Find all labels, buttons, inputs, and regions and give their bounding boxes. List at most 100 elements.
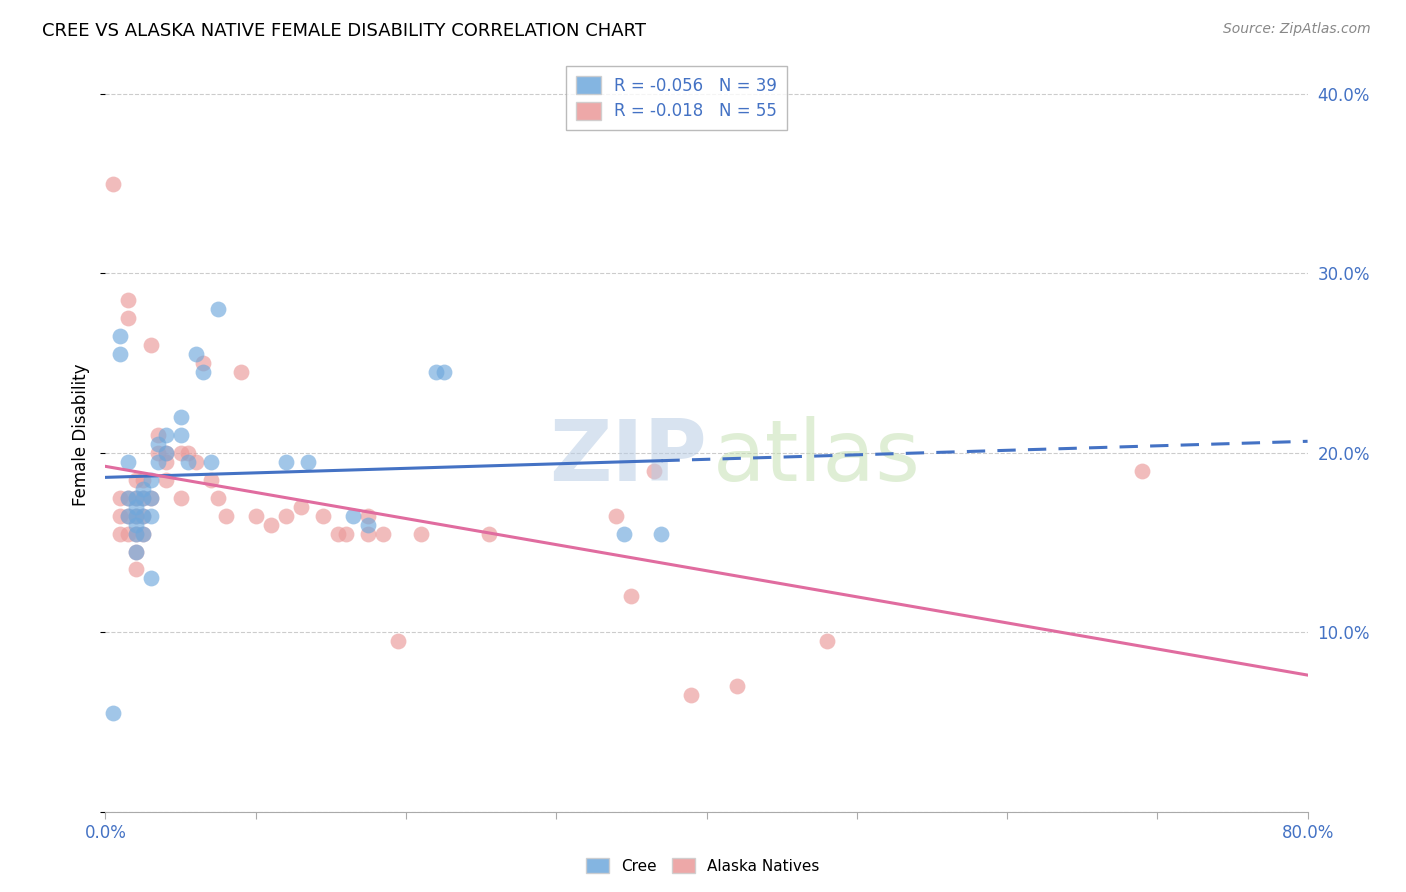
Point	[117, 526, 139, 541]
Point	[132, 526, 155, 541]
Point	[184, 455, 207, 469]
Text: Source: ZipAtlas.com: Source: ZipAtlas.com	[1223, 22, 1371, 37]
Point	[110, 491, 132, 505]
Point	[110, 347, 132, 361]
Point	[169, 428, 191, 442]
Point	[146, 446, 169, 460]
Point	[139, 473, 162, 487]
Point	[117, 455, 139, 469]
Point	[132, 473, 155, 487]
Point	[191, 365, 214, 379]
Point	[274, 455, 297, 469]
Legend: Cree, Alaska Natives: Cree, Alaska Natives	[581, 852, 825, 880]
Point	[312, 508, 335, 523]
Point	[139, 338, 162, 352]
Point	[260, 517, 283, 532]
Text: CREE VS ALASKA NATIVE FEMALE DISABILITY CORRELATION CHART: CREE VS ALASKA NATIVE FEMALE DISABILITY …	[42, 22, 647, 40]
Point	[620, 590, 643, 604]
Point	[155, 455, 177, 469]
Point	[357, 517, 380, 532]
Point	[177, 446, 200, 460]
Point	[124, 562, 146, 576]
Point	[214, 508, 236, 523]
Point	[1130, 464, 1153, 478]
Point	[613, 526, 636, 541]
Point	[110, 508, 132, 523]
Point	[124, 517, 146, 532]
Point	[274, 508, 297, 523]
Point	[815, 634, 838, 648]
Point	[200, 455, 222, 469]
Point	[191, 356, 214, 370]
Point	[117, 508, 139, 523]
Point	[117, 491, 139, 505]
Point	[139, 491, 162, 505]
Point	[124, 473, 146, 487]
Point	[124, 491, 146, 505]
Point	[155, 446, 177, 460]
Point	[124, 526, 146, 541]
Point	[725, 679, 748, 693]
Point	[155, 446, 177, 460]
Y-axis label: Female Disability: Female Disability	[72, 364, 90, 506]
Point	[155, 428, 177, 442]
Point	[124, 508, 146, 523]
Point	[146, 428, 169, 442]
Point	[124, 500, 146, 514]
Point	[110, 329, 132, 343]
Point	[342, 508, 364, 523]
Point	[146, 455, 169, 469]
Point	[229, 365, 252, 379]
Point	[132, 491, 155, 505]
Point	[373, 526, 395, 541]
Point	[177, 455, 200, 469]
Point	[200, 473, 222, 487]
Point	[387, 634, 409, 648]
Point	[124, 544, 146, 558]
Point	[245, 508, 267, 523]
Point	[184, 347, 207, 361]
Point	[132, 482, 155, 496]
Point	[169, 409, 191, 424]
Point	[155, 473, 177, 487]
Text: atlas: atlas	[713, 416, 921, 499]
Point	[146, 437, 169, 451]
Point	[117, 293, 139, 308]
Point	[478, 526, 501, 541]
Point	[124, 544, 146, 558]
Point	[643, 464, 665, 478]
Point	[357, 508, 380, 523]
Point	[101, 706, 124, 720]
Point	[297, 455, 319, 469]
Point	[132, 508, 155, 523]
Point	[207, 302, 229, 317]
Point	[605, 508, 627, 523]
Point	[290, 500, 312, 514]
Point	[132, 526, 155, 541]
Point	[432, 365, 454, 379]
Point	[132, 491, 155, 505]
Point	[124, 491, 146, 505]
Point	[139, 571, 162, 585]
Point	[169, 491, 191, 505]
Point	[409, 526, 432, 541]
Point	[650, 526, 672, 541]
Point	[357, 526, 380, 541]
Point	[124, 508, 146, 523]
Point	[132, 508, 155, 523]
Point	[101, 177, 124, 191]
Point	[328, 526, 350, 541]
Text: ZIP: ZIP	[548, 416, 707, 499]
Point	[117, 508, 139, 523]
Point	[425, 365, 447, 379]
Point	[110, 526, 132, 541]
Point	[139, 491, 162, 505]
Point	[207, 491, 229, 505]
Point	[117, 311, 139, 326]
Point	[169, 446, 191, 460]
Point	[117, 491, 139, 505]
Point	[124, 526, 146, 541]
Point	[335, 526, 357, 541]
Point	[139, 508, 162, 523]
Point	[681, 688, 703, 702]
